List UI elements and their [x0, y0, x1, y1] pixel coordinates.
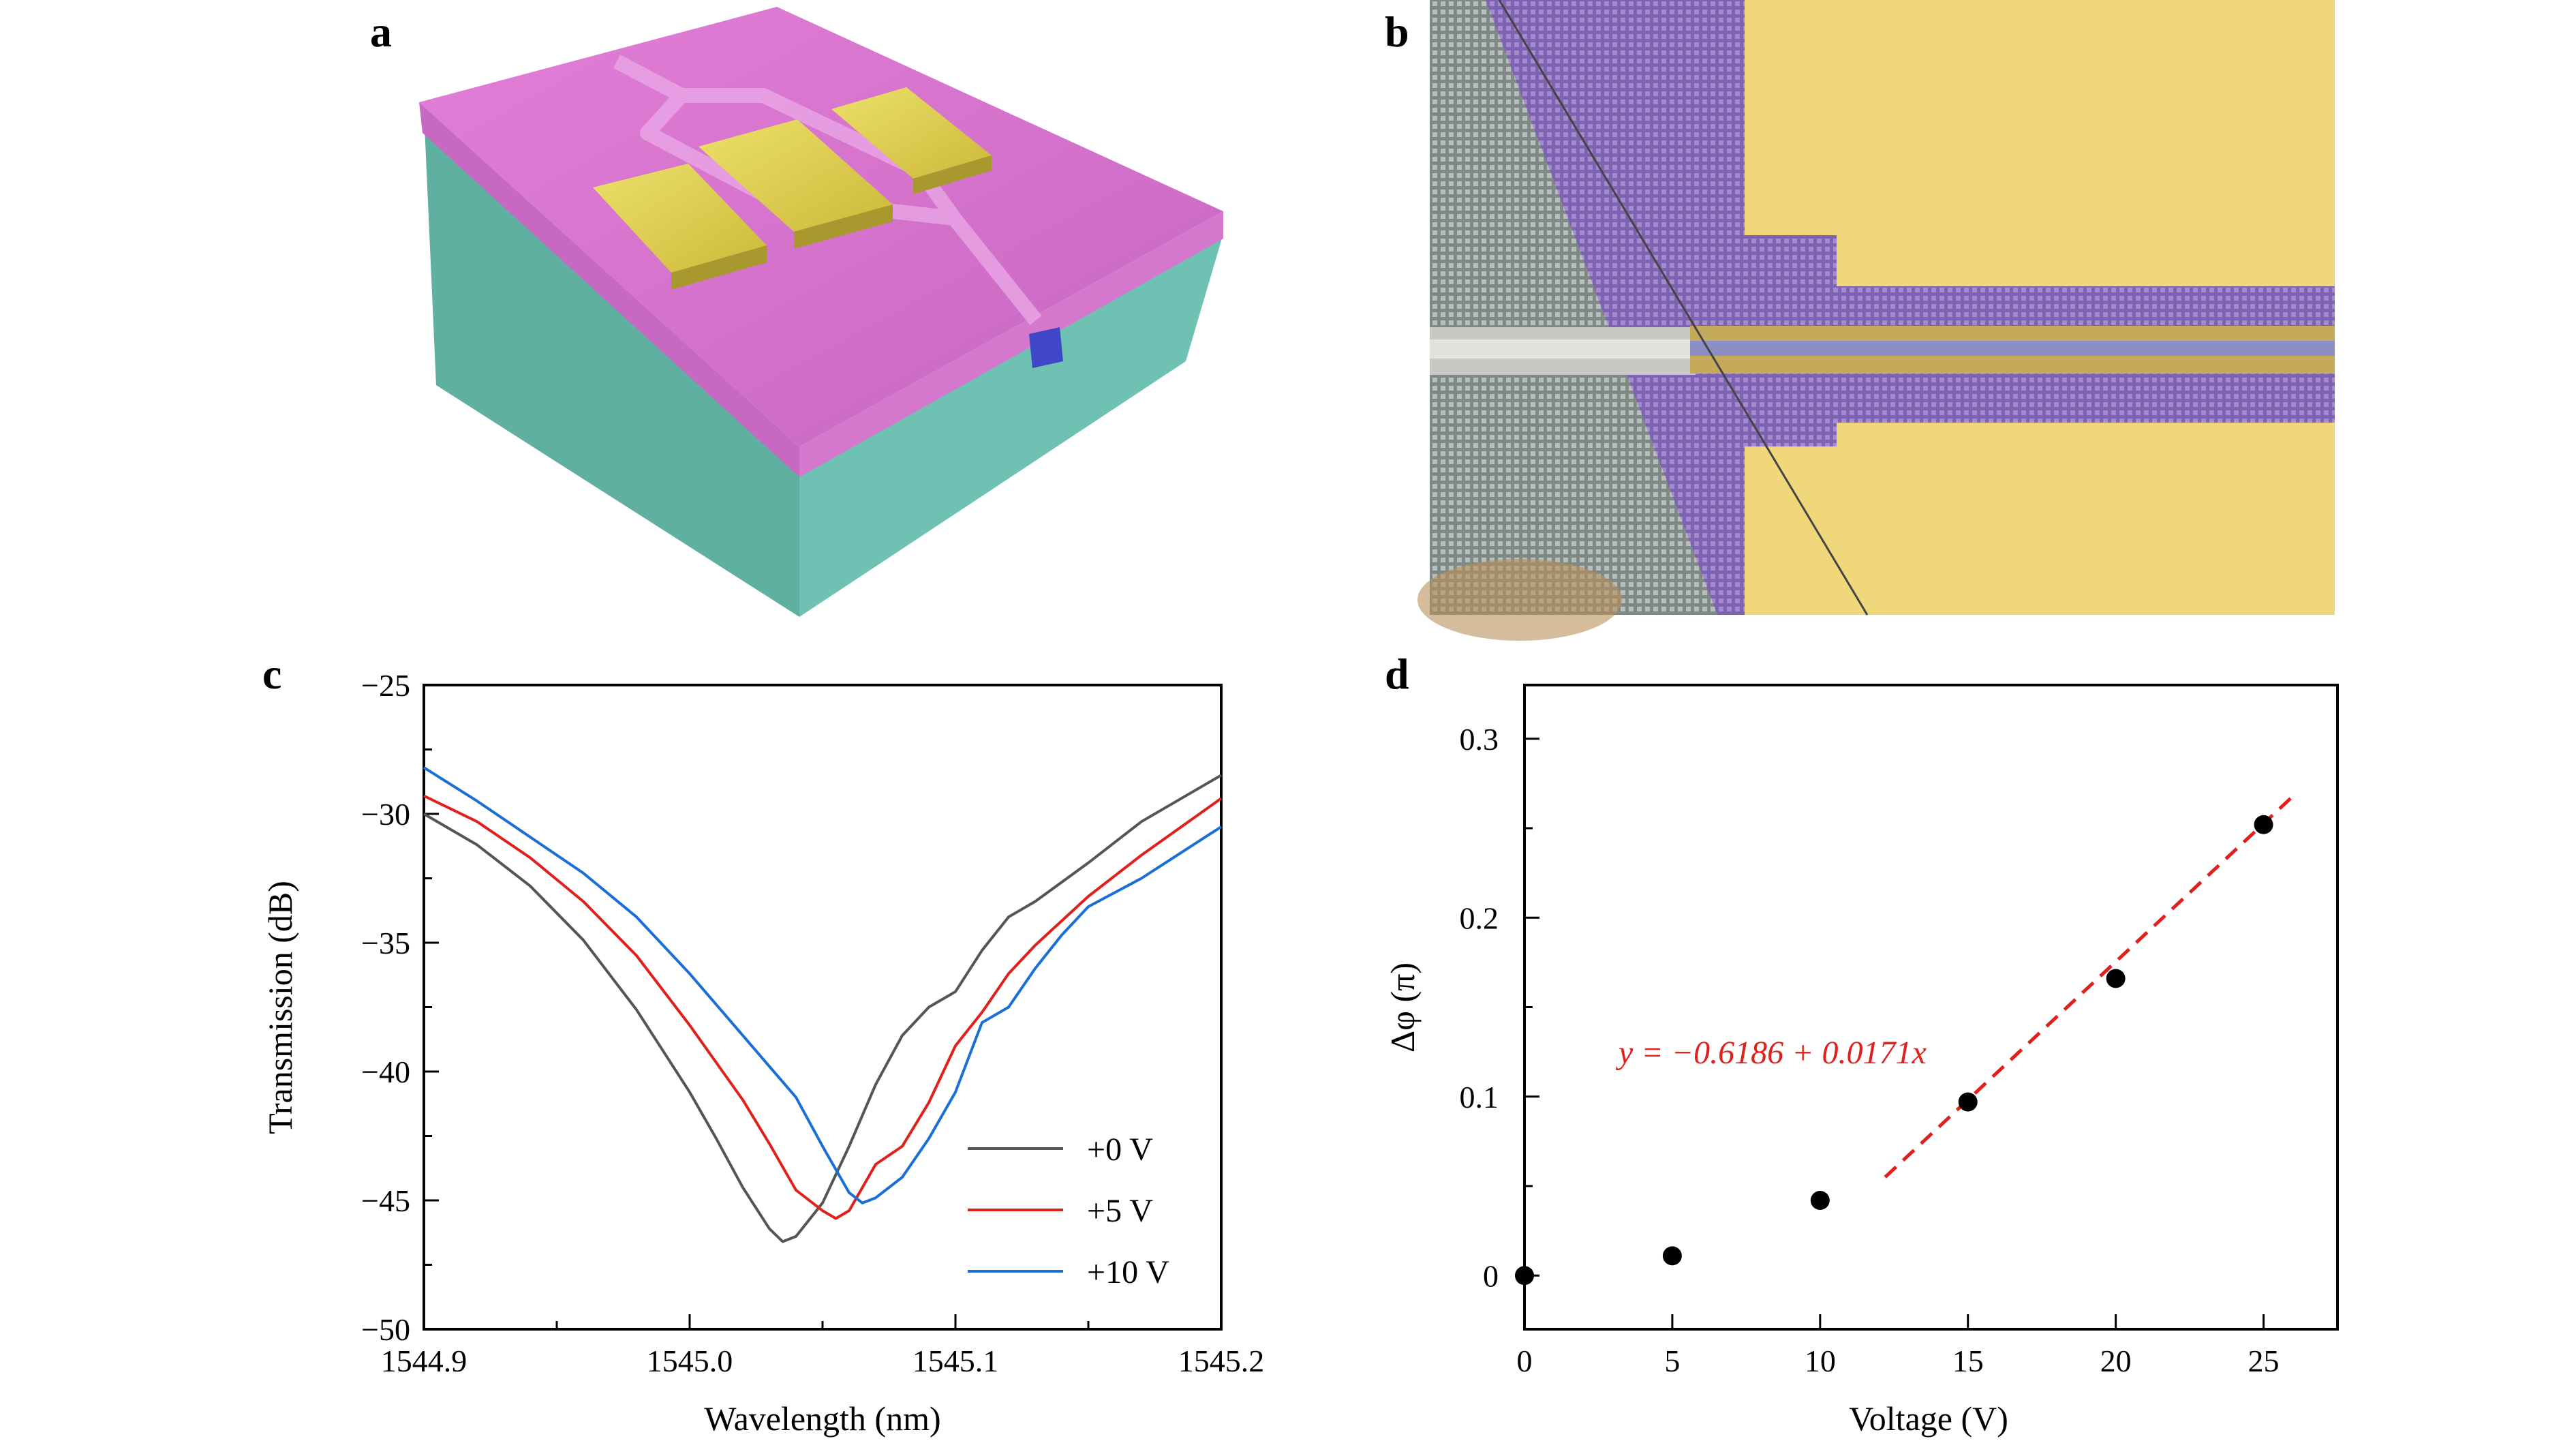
x-axis-title: Voltage (V)	[1849, 1399, 2008, 1438]
x-tick-label: 10	[1805, 1344, 1836, 1378]
x-tick-label: 15	[1952, 1344, 1984, 1378]
microscope-image: b	[1385, 0, 2335, 641]
x-tick-label: 1545.0	[647, 1344, 733, 1378]
electrode-center	[699, 119, 893, 249]
panel-label-a: a	[370, 7, 392, 56]
waveguide-facet	[1029, 327, 1063, 368]
substrate-left-face	[425, 126, 799, 617]
gold-pad-upper	[1745, 0, 2335, 286]
tick-marks	[1523, 738, 2265, 1329]
y-tick-label: −40	[361, 1055, 410, 1089]
legend-label-10V: +10 V	[1087, 1254, 1169, 1290]
x-tick-label: 5	[1664, 1344, 1680, 1378]
y-tick-label: 0.3	[1460, 722, 1499, 757]
y-tick-label: 0	[1483, 1258, 1499, 1293]
y-tick-label: 0.1	[1460, 1080, 1499, 1114]
fit-equation: y = −0.6186 + 0.0171x	[1615, 1035, 1927, 1071]
purple-region	[1486, 0, 2335, 615]
series-line-2	[423, 766, 1223, 1204]
legend-label-5V: +5 V	[1087, 1193, 1153, 1229]
x-tick-label: 1545.1	[913, 1344, 999, 1378]
x-tick-label: 25	[2248, 1344, 2280, 1378]
cladding-left-edge	[419, 102, 799, 477]
data-point	[1515, 1266, 1534, 1286]
substrate-right-face	[799, 239, 1222, 617]
gold-pad-lower	[1745, 423, 2335, 615]
plot-frame	[1523, 684, 2339, 1331]
cladding-right-edge	[799, 211, 1223, 477]
waveguide-strip-core	[1690, 341, 2335, 356]
series-lines	[423, 766, 1223, 1243]
tick-marks	[423, 684, 1223, 1331]
x-tick-label: 1544.9	[381, 1344, 467, 1378]
legend-label-0V: +0 V	[1087, 1132, 1153, 1168]
plot-frame	[423, 684, 1223, 1331]
legend: +0 V +5 V +10 V	[968, 1132, 1169, 1290]
data-point	[1958, 1092, 1978, 1112]
waveguide-strip-light	[1430, 339, 1696, 359]
series-line-0	[423, 774, 1223, 1243]
y-tick-label: −25	[361, 668, 410, 703]
phase-shift-chart: d 0 5 10 15 20 25 0 0.1 0.2 0.3 y = −0.6186 + 0.0…	[1383, 650, 2339, 1438]
data-point	[2254, 815, 2273, 834]
x-tick-label: 1545.2	[1178, 1344, 1265, 1378]
transmission-chart: c 1544.9 1545.0 1545.1 1545.2 −25 −30 −35 −40 −4…	[261, 650, 1264, 1438]
y-tick-label: −45	[361, 1183, 410, 1218]
y-axis-title: Transmission (dB)	[261, 881, 299, 1134]
panel-label-c: c	[262, 650, 281, 698]
y-tick-label: −30	[361, 797, 410, 832]
fit-line	[1884, 794, 2295, 1179]
data-point	[1810, 1191, 1830, 1210]
chip-edge-line	[1498, 0, 1869, 616]
y-axis-title: Δφ (π)	[1383, 962, 1422, 1052]
tick-labels: 1544.9 1545.0 1545.1 1545.2 −25 −30 −35 −40 −45 −…	[361, 668, 1264, 1378]
x-tick-label: 20	[2100, 1344, 2132, 1378]
data-point	[2106, 969, 2126, 988]
panel-label-d: d	[1385, 650, 1409, 698]
data-points	[1515, 815, 2273, 1286]
y-tick-label: −50	[361, 1312, 410, 1347]
series-line-1	[423, 794, 1223, 1220]
y-tick-label: −35	[361, 926, 410, 960]
x-tick-label: 0	[1517, 1344, 1533, 1378]
data-point	[1662, 1246, 1682, 1266]
electrode-right	[831, 87, 992, 194]
x-axis-title: Wavelength (nm)	[704, 1399, 940, 1438]
device-schematic: a	[370, 7, 1223, 617]
tick-labels: 0 5 10 15 20 25 0 0.1 0.2 0.3	[1460, 722, 2280, 1378]
electrode-left	[593, 164, 767, 290]
fit-line-dashed	[1884, 794, 2295, 1179]
y-tick-label: 0.2	[1460, 900, 1499, 935]
purple-stain	[1417, 559, 1622, 641]
panel-label-b: b	[1385, 7, 1409, 56]
